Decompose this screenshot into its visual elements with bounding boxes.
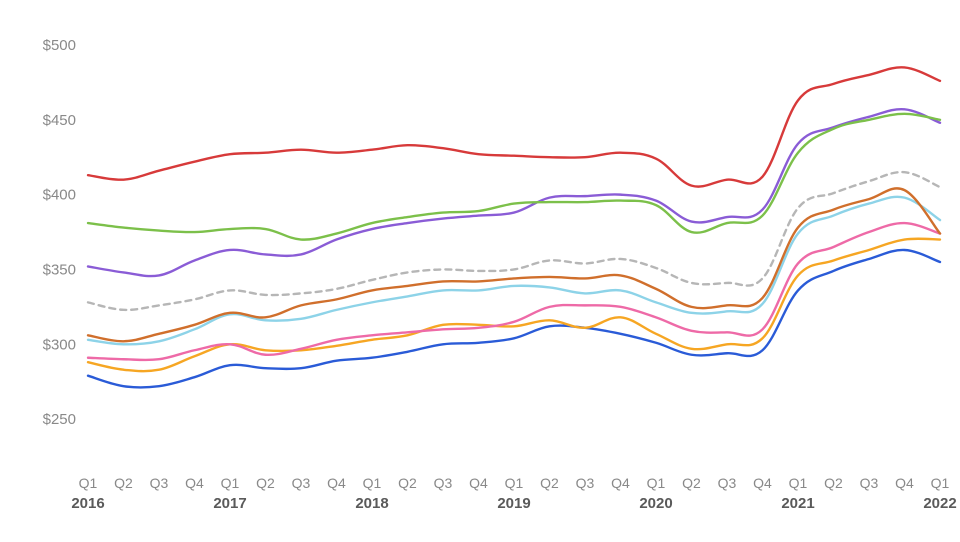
x-tick-quarter: Q1 (789, 475, 808, 491)
y-tick-label: $500 (43, 37, 76, 54)
x-tick-quarter: Q1 (221, 475, 240, 491)
x-tick-quarter: Q4 (753, 475, 772, 491)
series-line-purple (88, 109, 940, 276)
price-chart: $250 $300 $350 $400 $450 $500 Q1 2016 Q2 Q3 Q4 Q1 20… (0, 0, 960, 542)
x-tick-quarter: Q2 (398, 475, 417, 491)
x-tick-year: 2022 (923, 495, 956, 512)
x-tick-quarter: Q1 (79, 475, 98, 491)
x-tick-quarter: Q4 (895, 475, 914, 491)
x-tick-quarter: Q2 (540, 475, 559, 491)
chart-svg: $250 $300 $350 $400 $450 $500 Q1 2016 Q2 Q3 Q4 Q1 20… (0, 0, 960, 542)
x-tick-quarter: Q3 (576, 475, 595, 491)
x-tick-quarter: Q2 (824, 475, 843, 491)
x-tick-quarter: Q1 (647, 475, 666, 491)
x-tick-quarter: Q2 (682, 475, 701, 491)
x-tick-quarter: Q3 (292, 475, 311, 491)
series-line-orange-light (88, 239, 940, 371)
x-tick-quarter: Q4 (327, 475, 346, 491)
x-tick-year: 2021 (781, 495, 814, 512)
series-line-gray-dashed (88, 172, 940, 310)
x-tick-year: 2019 (497, 495, 530, 512)
x-tick-quarter: Q4 (469, 475, 488, 491)
x-tick-quarter: Q3 (718, 475, 737, 491)
x-tick-quarter: Q4 (185, 475, 204, 491)
x-tick-quarter: Q3 (150, 475, 169, 491)
x-tick-year: 2020 (639, 495, 672, 512)
series-line-red (88, 67, 940, 186)
x-tick-year: 2016 (71, 495, 104, 512)
x-tick-year: 2017 (213, 495, 246, 512)
x-tick-quarter: Q1 (931, 475, 950, 491)
x-tick-quarter: Q2 (114, 475, 133, 491)
x-tick-quarter: Q2 (256, 475, 275, 491)
y-tick-label: $300 (43, 336, 76, 353)
x-tick-quarter: Q3 (434, 475, 453, 491)
x-tick-quarter: Q3 (860, 475, 879, 491)
x-tick-quarter: Q1 (505, 475, 524, 491)
x-tick-quarter: Q4 (611, 475, 630, 491)
y-tick-label: $450 (43, 112, 76, 129)
y-tick-label: $350 (43, 261, 76, 278)
x-tick-year: 2018 (355, 495, 388, 512)
x-tick-quarter: Q1 (363, 475, 382, 491)
y-tick-label: $250 (43, 411, 76, 428)
y-tick-label: $400 (43, 187, 76, 204)
